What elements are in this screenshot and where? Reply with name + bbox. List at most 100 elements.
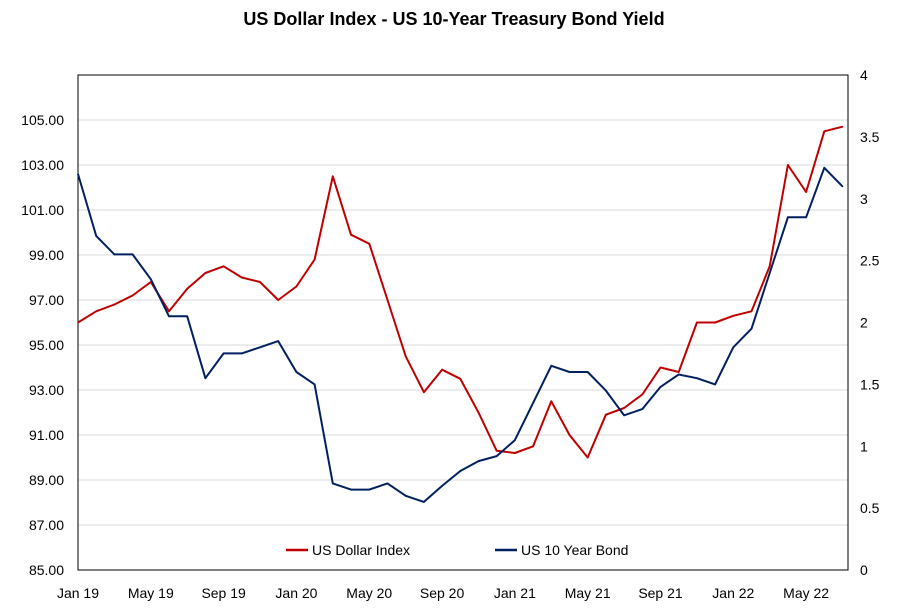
data-point-usd (423, 391, 425, 394)
data-point-bond (641, 408, 644, 410)
x-tick-label: Jan 22 (712, 585, 754, 601)
data-point-bond (477, 460, 480, 462)
data-point-bond (787, 216, 789, 219)
data-point-bond (204, 377, 207, 380)
data-point-bond (404, 495, 407, 497)
data-point-usd (131, 294, 134, 297)
data-point-bond (768, 272, 771, 274)
left-tick-label: 95.00 (29, 337, 64, 353)
data-point-bond (732, 346, 735, 349)
data-point-usd (677, 371, 680, 373)
data-point-bond (677, 373, 680, 376)
data-point-usd (168, 310, 170, 313)
data-point-usd (241, 276, 243, 279)
data-point-bond (750, 327, 753, 330)
data-point-bond (313, 383, 316, 386)
data-point-usd (732, 315, 735, 317)
data-point-usd (386, 299, 389, 301)
left-tick-label: 91.00 (29, 427, 64, 443)
data-point-usd (404, 355, 407, 358)
right-tick-label: 2 (860, 315, 868, 331)
legend-label-usd: US Dollar Index (312, 542, 410, 558)
series-line-bond (77, 166, 844, 503)
data-point-usd (95, 310, 97, 313)
x-tick-label: Sep 19 (201, 585, 246, 601)
data-point-usd (313, 258, 316, 261)
data-point-bond (131, 253, 134, 256)
data-point-bond (659, 386, 662, 388)
x-tick-label: Jan 19 (57, 585, 99, 601)
x-tick-label: May 19 (128, 585, 174, 601)
data-point-usd (259, 281, 261, 283)
data-point-bond (605, 389, 607, 392)
data-point-bond (241, 352, 243, 355)
data-point-usd (441, 368, 443, 371)
data-point-usd (805, 191, 807, 193)
right-tick-label: 3 (860, 191, 868, 207)
data-point-bond (805, 216, 807, 219)
data-point-bond (95, 235, 97, 237)
data-point-usd (332, 175, 334, 178)
data-point-bond (386, 482, 389, 485)
data-point-bond (514, 439, 516, 441)
data-point-usd (768, 265, 771, 268)
left-tick-label: 89.00 (29, 472, 64, 488)
data-point-usd (787, 164, 789, 166)
data-point-bond (150, 278, 152, 281)
data-point-usd (222, 265, 225, 268)
data-point-usd (823, 130, 826, 133)
right-tick-label: 1.5 (860, 376, 880, 392)
data-point-usd (750, 310, 753, 313)
x-tick-label: Sep 21 (638, 585, 683, 601)
data-point-bond (222, 352, 225, 355)
data-point-bond (77, 173, 79, 175)
data-point-bond (368, 488, 371, 491)
data-point-usd (568, 434, 571, 436)
data-point-bond (623, 414, 625, 417)
data-point-usd (532, 445, 534, 448)
data-point-usd (514, 452, 516, 454)
data-point-bond (586, 371, 589, 373)
right-tick-label: 4 (860, 67, 868, 83)
data-point-bond (459, 470, 462, 472)
data-point-bond (696, 377, 698, 380)
data-point-usd (586, 456, 589, 459)
data-point-usd (277, 299, 280, 301)
data-point-usd (641, 393, 644, 396)
data-point-usd (350, 233, 352, 236)
right-axis-ticks: 0 0.5 1 1.5 2 2.5 3 3.5 4 (860, 67, 880, 578)
left-axis-ticks: 85.00 87.00 89.00 91.00 93.00 95.00 97.00 99.00… (21, 112, 64, 578)
left-tick-label: 103.00 (21, 157, 64, 173)
right-tick-label: 2.5 (860, 253, 880, 269)
right-tick-label: 0.5 (860, 500, 880, 516)
x-tick-label: May 22 (783, 585, 829, 601)
data-point-usd (459, 378, 462, 380)
x-tick-label: May 20 (346, 585, 392, 601)
plot-area-border (77, 74, 849, 571)
data-point-usd (495, 450, 498, 452)
data-point-bond (495, 455, 498, 457)
data-point-usd (113, 303, 116, 306)
x-tick-label: May 21 (565, 585, 611, 601)
series-layer (77, 125, 844, 503)
data-point-bond (295, 371, 298, 373)
data-point-usd (623, 407, 625, 409)
chart-title: US Dollar Index - US 10-Year Treasury Bo… (243, 9, 664, 29)
data-point-usd (368, 243, 371, 245)
data-point-bond (168, 315, 170, 318)
x-tick-label: Sep 20 (420, 585, 465, 601)
data-point-bond (423, 501, 425, 503)
data-point-usd (605, 413, 607, 416)
left-tick-label: 93.00 (29, 382, 64, 398)
left-tick-label: 85.00 (29, 562, 64, 578)
data-point-usd (77, 321, 79, 324)
legend: US Dollar Index US 10 Year Bond (286, 542, 628, 558)
right-tick-label: 1 (860, 438, 868, 454)
data-point-bond (568, 371, 571, 373)
data-point-usd (295, 285, 298, 288)
left-tick-label: 105.00 (21, 112, 64, 128)
data-point-bond (823, 167, 826, 169)
data-point-bond (186, 315, 188, 318)
series-line-usd (77, 125, 843, 459)
right-tick-label: 0 (860, 562, 868, 578)
